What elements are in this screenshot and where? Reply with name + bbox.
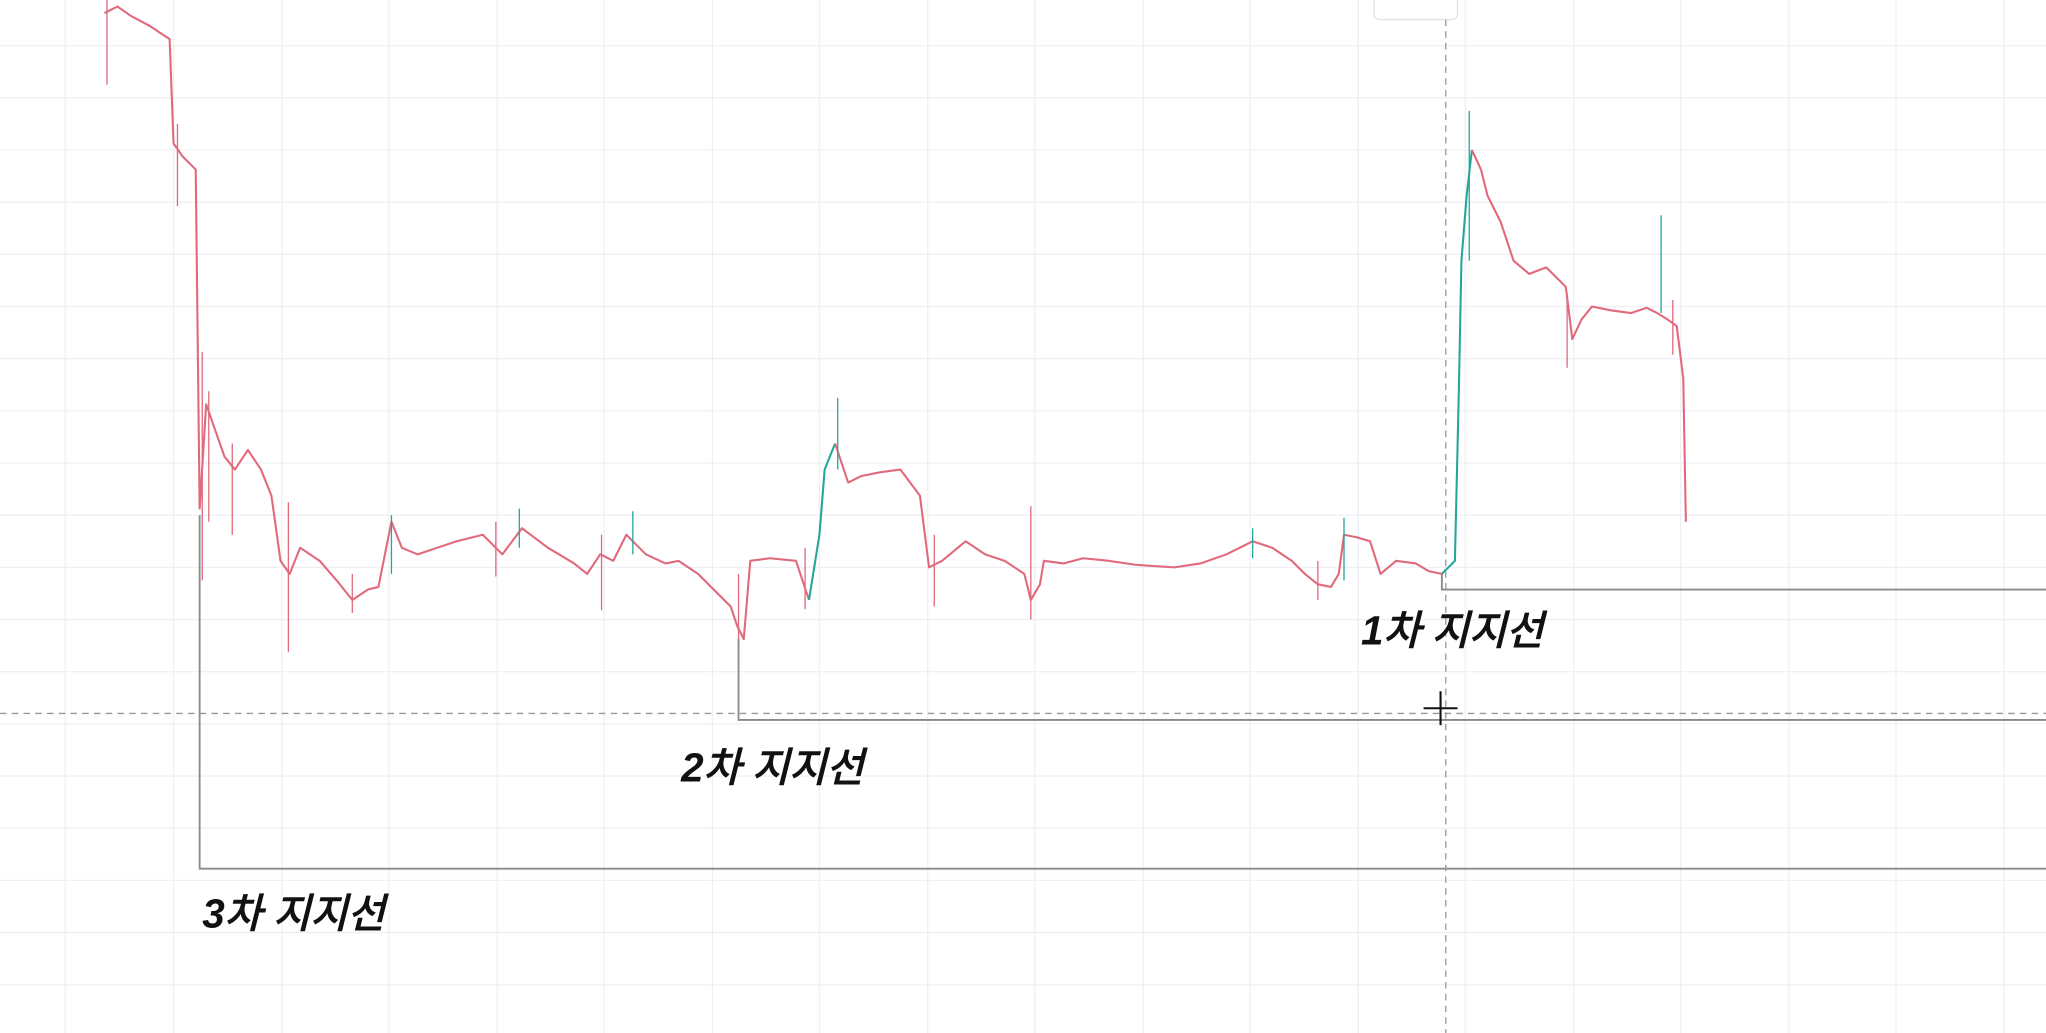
cursor <box>1423 691 1458 726</box>
annotation-label[interactable]: 2차 지지선 <box>680 744 868 790</box>
support-line-1[interactable] <box>1440 573 2046 591</box>
support-line-3[interactable] <box>198 515 2046 870</box>
support-lines <box>198 515 2046 870</box>
crosshair <box>0 19 2046 1033</box>
annotation-label[interactable]: 1차 지지선 <box>1361 607 1548 653</box>
price-series <box>103 0 1687 653</box>
annotation-label[interactable]: 3차 지지선 <box>202 890 389 936</box>
support-line-2[interactable] <box>737 639 2046 721</box>
toolbar-button[interactable] <box>1373 0 1459 21</box>
